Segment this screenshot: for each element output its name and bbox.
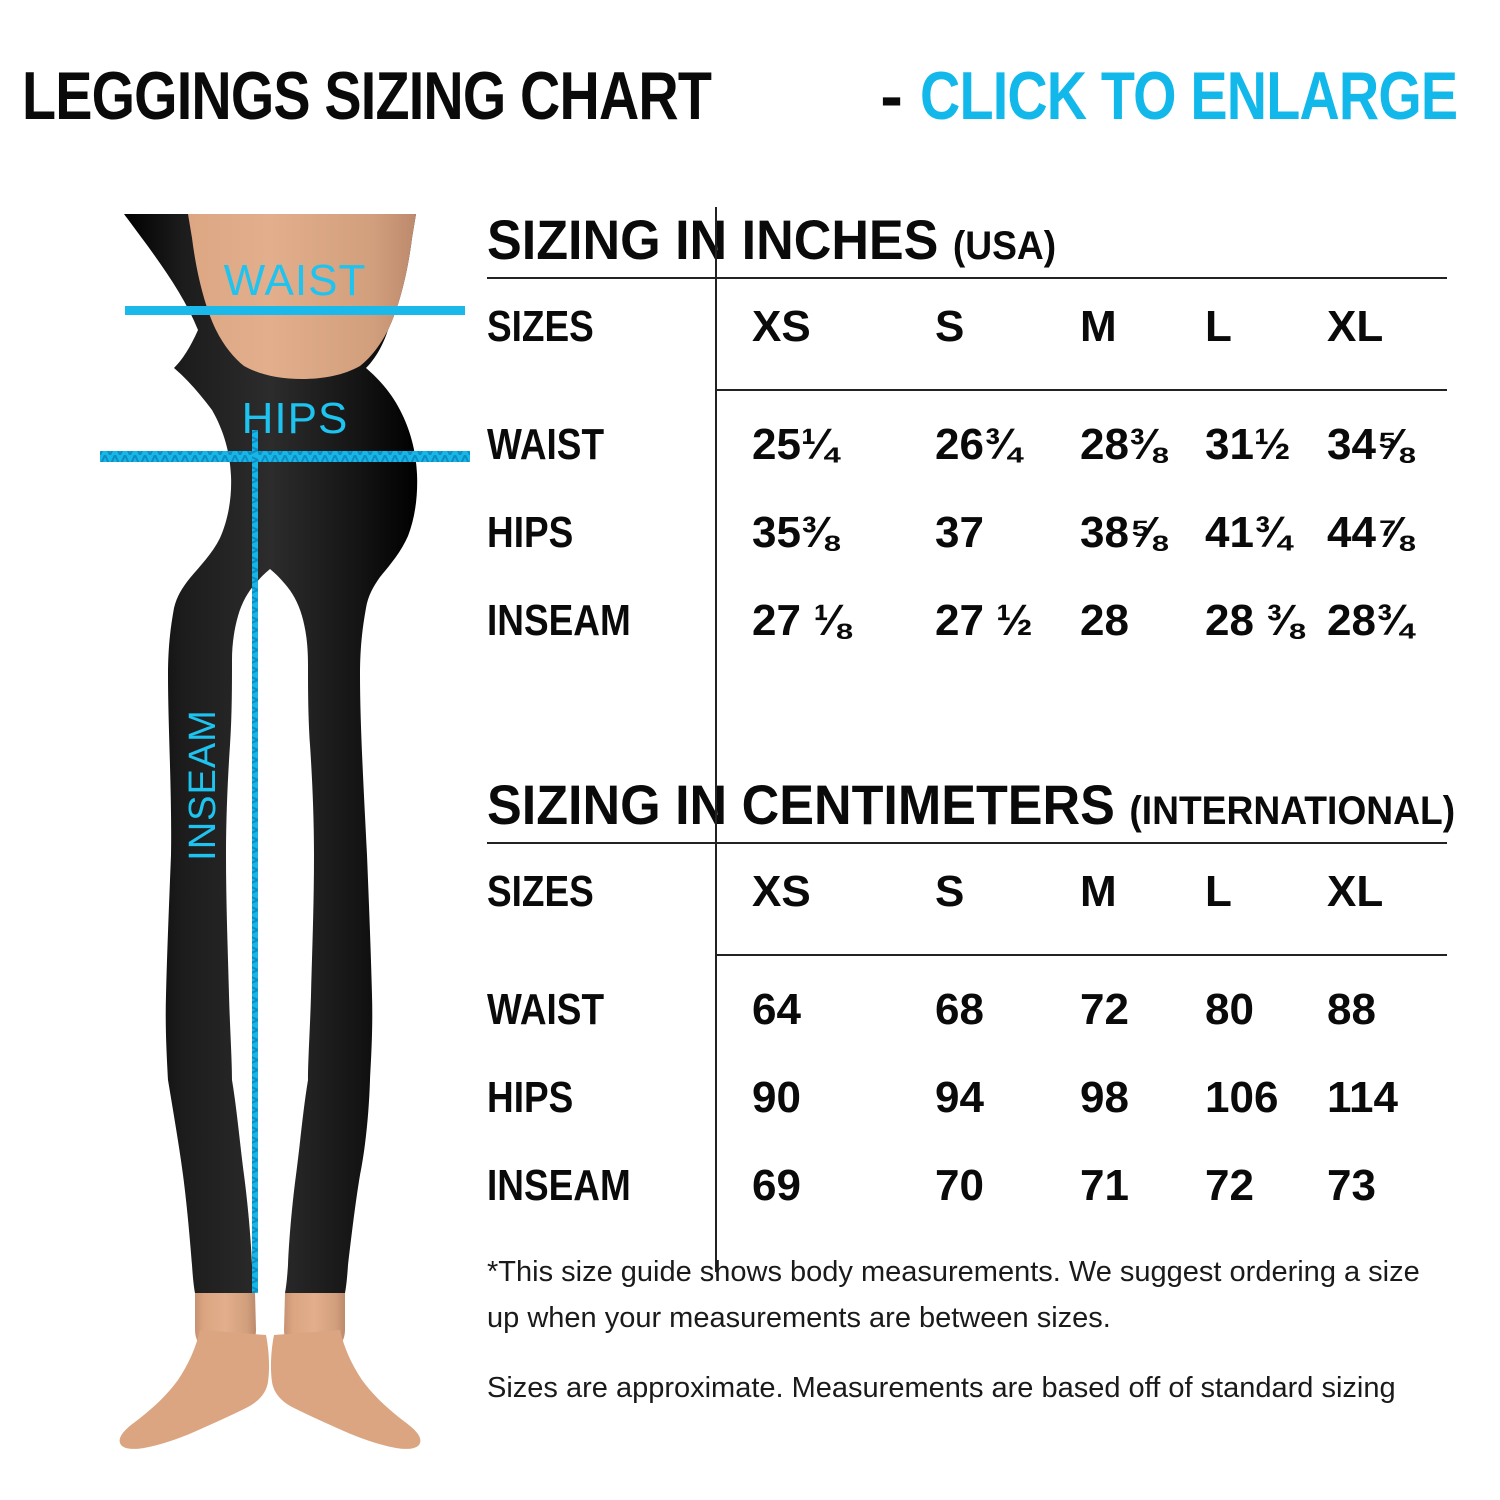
svg-text:WAIST: WAIST [224, 256, 367, 305]
svg-text:INSEAM: INSEAM [182, 709, 224, 861]
svg-text:HIPS: HIPS [242, 394, 349, 443]
